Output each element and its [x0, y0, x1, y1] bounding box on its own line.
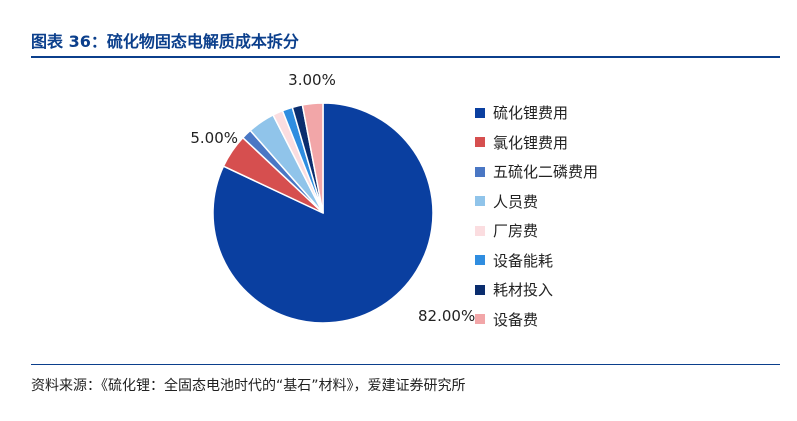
legend-item: 厂房费 — [475, 216, 598, 246]
legend-swatch — [475, 255, 485, 266]
legend-label: 设备费 — [493, 310, 539, 329]
legend-item: 设备能耗 — [475, 246, 598, 276]
legend-item: 硫化锂费用 — [475, 98, 598, 128]
source-divider — [31, 364, 780, 365]
legend-swatch — [475, 166, 485, 177]
legend-item: 人员费 — [475, 187, 598, 217]
legend-label: 设备能耗 — [493, 251, 554, 270]
legend-swatch — [475, 107, 485, 118]
legend-item: 五硫化二磷费用 — [475, 157, 598, 187]
page-title: 图表 36：硫化物固态电解质成本拆分 — [31, 32, 299, 51]
legend-swatch — [475, 314, 485, 325]
data-label-2: 5.00% — [190, 129, 238, 147]
legend-label: 硫化锂费用 — [493, 104, 569, 123]
legend-swatch — [475, 284, 485, 295]
legend-label: 人员费 — [493, 192, 539, 211]
legend-item: 设备费 — [475, 305, 598, 335]
legend-label: 氯化锂费用 — [493, 133, 569, 152]
data-label-1: 82.00% — [418, 307, 475, 325]
legend-swatch — [475, 196, 485, 207]
legend-label: 五硫化二磷费用 — [493, 163, 599, 182]
chart-legend: 硫化锂费用氯化锂费用五硫化二磷费用 人员费厂房费设备能耗耗材投入设备费 — [475, 98, 598, 334]
legend-label: 厂房费 — [493, 222, 539, 241]
source-note: 资料来源：《硫化锂：全固态电池时代的“基石”材料》，爱建证券研究所 — [31, 378, 466, 394]
pie-slice-8 — [301, 102, 324, 214]
legend-swatch — [475, 137, 485, 148]
data-label-8: 3.00% — [288, 71, 336, 89]
legend-item: 氯化锂费用 — [475, 128, 598, 158]
title-divider — [31, 56, 780, 58]
legend-label: 耗材投入 — [493, 281, 554, 300]
legend-item: 耗材投入 — [475, 275, 598, 305]
legend-swatch — [475, 225, 485, 236]
